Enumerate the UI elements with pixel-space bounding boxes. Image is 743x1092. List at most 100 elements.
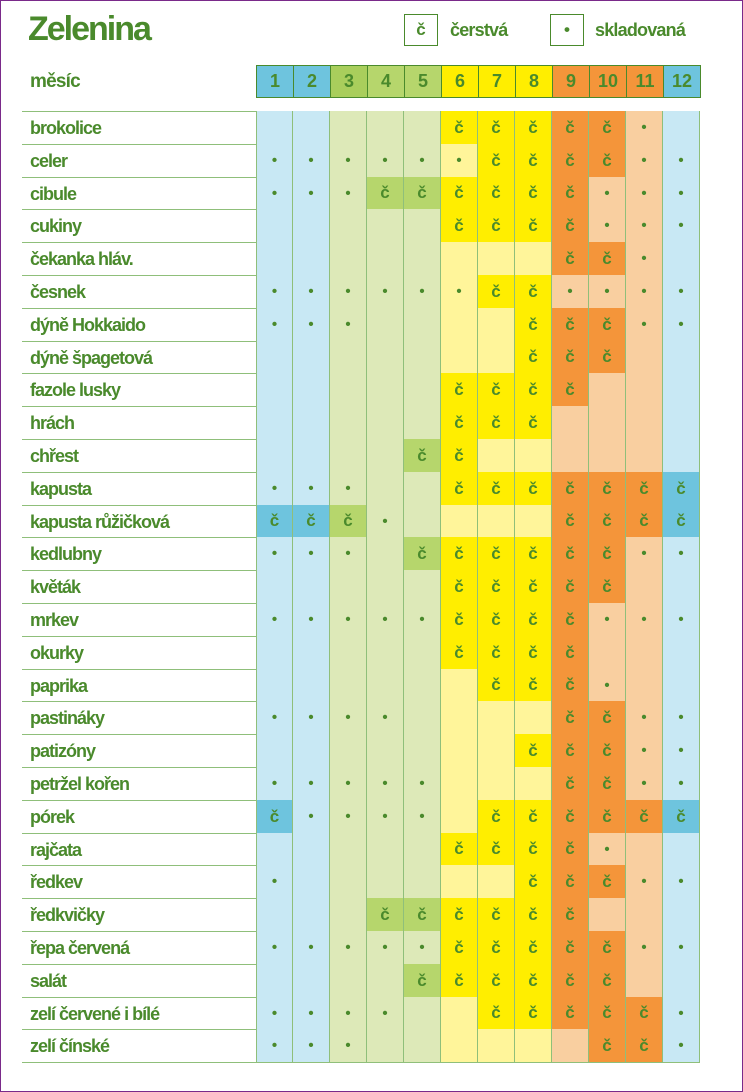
empty-cell [663, 111, 700, 145]
empty-cell [515, 1029, 552, 1063]
fresh-cell: č [515, 373, 552, 407]
empty-cell [293, 734, 330, 768]
stored-cell: • [663, 275, 700, 309]
stored-cell: • [367, 931, 404, 965]
empty-cell [404, 1029, 441, 1063]
empty-cell [367, 341, 404, 374]
empty-cell [515, 701, 552, 735]
empty-cell [330, 242, 367, 276]
fresh-cell: č [626, 472, 663, 506]
empty-cell [441, 308, 478, 342]
empty-cell [478, 1029, 515, 1063]
stored-cell: • [330, 800, 367, 834]
empty-cell [367, 111, 404, 145]
stored-cell: • [330, 701, 367, 735]
empty-cell [293, 373, 330, 407]
empty-cell [256, 636, 293, 670]
stored-cell: • [293, 177, 330, 210]
stored-cell: • [589, 177, 626, 210]
fresh-cell: č [552, 308, 589, 342]
empty-cell [367, 472, 404, 506]
month-header-3: 3 [330, 65, 368, 98]
stored-cell: • [256, 997, 293, 1030]
fresh-cell: č [441, 964, 478, 998]
vegetable-name: paprika [30, 676, 88, 696]
stored-cell: • [404, 931, 441, 965]
fresh-cell: č [478, 275, 515, 309]
empty-cell [293, 898, 330, 932]
empty-cell [404, 701, 441, 735]
stored-cell: • [330, 275, 367, 309]
fresh-cell: č [478, 800, 515, 834]
fresh-cell: č [515, 275, 552, 309]
empty-cell [626, 341, 663, 374]
vegetable-name: dýně Hokkaido [30, 315, 146, 335]
fresh-cell: č [589, 570, 626, 604]
empty-cell [626, 636, 663, 670]
empty-cell [441, 341, 478, 374]
empty-cell [441, 669, 478, 702]
vegetable-name: celer [30, 151, 68, 171]
empty-cell [330, 964, 367, 998]
empty-cell [626, 833, 663, 866]
fresh-cell: č [478, 537, 515, 571]
stored-cell: • [663, 865, 700, 899]
stored-cell: • [663, 537, 700, 571]
stored-cell: • [330, 767, 367, 801]
empty-cell [478, 242, 515, 276]
stored-cell: • [256, 865, 293, 899]
empty-cell [404, 833, 441, 866]
empty-cell [404, 308, 441, 342]
fresh-cell: č [626, 505, 663, 538]
stored-cell: • [367, 800, 404, 834]
stored-cell: • [404, 275, 441, 309]
fresh-cell: č [441, 472, 478, 506]
empty-cell [367, 669, 404, 702]
empty-cell [663, 636, 700, 670]
empty-cell [515, 439, 552, 473]
empty-cell [330, 833, 367, 866]
empty-cell [330, 865, 367, 899]
fresh-cell: č [515, 341, 552, 374]
vegetable-name: zelí červené i bílé [30, 1004, 160, 1024]
empty-cell [256, 734, 293, 768]
empty-cell [552, 406, 589, 440]
fresh-cell: č [515, 308, 552, 342]
fresh-cell: č [552, 603, 589, 637]
empty-cell [515, 767, 552, 801]
empty-cell [626, 373, 663, 407]
stored-cell: • [589, 603, 626, 637]
empty-cell [626, 439, 663, 473]
stored-cell: • [663, 767, 700, 801]
empty-cell [626, 570, 663, 604]
stored-cell: • [367, 997, 404, 1030]
empty-cell [589, 373, 626, 407]
empty-cell [293, 964, 330, 998]
empty-cell [626, 898, 663, 932]
fresh-cell: č [367, 177, 404, 210]
fresh-cell: č [552, 898, 589, 932]
fresh-cell: č [441, 603, 478, 637]
empty-cell [478, 767, 515, 801]
fresh-cell: č [515, 669, 552, 702]
stored-cell: • [293, 308, 330, 342]
fresh-cell: č [441, 209, 478, 243]
fresh-cell: č [478, 997, 515, 1030]
stored-cell: • [663, 308, 700, 342]
empty-cell [330, 669, 367, 702]
fresh-cell: č [515, 111, 552, 145]
stored-cell: • [330, 308, 367, 342]
empty-cell [330, 636, 367, 670]
stored-cell: • [256, 144, 293, 178]
month-header-9: 9 [552, 65, 590, 98]
empty-cell [441, 767, 478, 801]
empty-cell [293, 833, 330, 866]
fresh-cell: č [441, 537, 478, 571]
empty-cell [367, 865, 404, 899]
vegetable-name: cibule [30, 184, 77, 204]
empty-cell [478, 734, 515, 768]
page-title: Zelenina [28, 10, 152, 48]
stored-cell: • [626, 275, 663, 309]
fresh-cell: č [552, 570, 589, 604]
empty-cell [552, 439, 589, 473]
